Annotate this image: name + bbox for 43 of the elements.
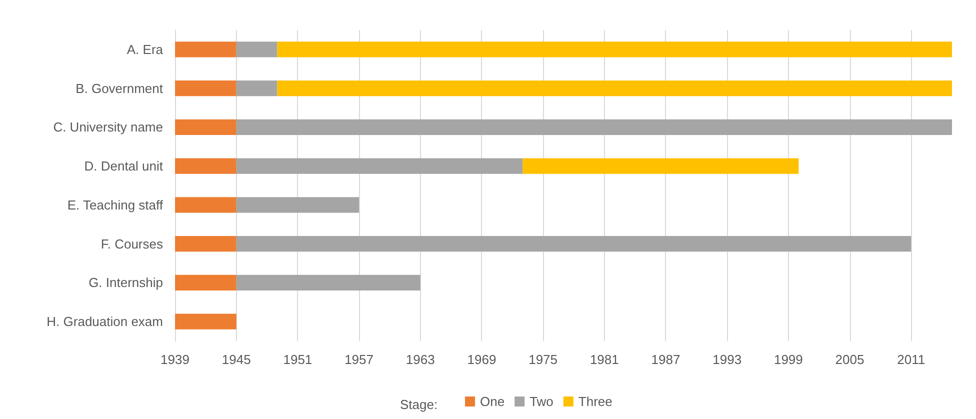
legend-label: Two: [530, 394, 554, 409]
y-tick-label: G. Internship: [88, 275, 163, 290]
bar: [175, 274, 236, 290]
bar: [236, 119, 952, 135]
bar: [175, 119, 236, 135]
y-tick-label: B. Government: [76, 80, 164, 96]
x-tick-label: 1945: [222, 352, 251, 367]
x-tick-label: 1963: [406, 352, 435, 367]
bar: [236, 274, 420, 290]
bar: [175, 158, 236, 174]
legend-title: Stage:: [400, 397, 438, 412]
bar: [175, 197, 236, 213]
x-tick-label: 1957: [344, 352, 374, 367]
legend-label: One: [480, 394, 505, 409]
bar: [175, 80, 236, 96]
bar: [236, 80, 278, 96]
y-tick-label: H. Graduation exam: [46, 314, 163, 330]
bar: [236, 197, 360, 213]
bar: [236, 158, 523, 174]
bar: [175, 236, 236, 252]
y-tick-label: D. Dental unit: [84, 158, 164, 174]
bar: [175, 314, 236, 330]
bar: [277, 42, 952, 58]
bar: [522, 158, 799, 174]
bar: [236, 236, 912, 252]
x-tick-label: 2005: [835, 352, 864, 367]
y-tick-label: A. Era: [126, 42, 164, 57]
bar: [175, 42, 236, 58]
bar: [236, 42, 278, 58]
x-tick-label: 1951: [283, 352, 312, 367]
x-tick-label: 1939: [160, 352, 190, 367]
y-tick-label: C. University name: [53, 120, 163, 135]
bar: [277, 80, 952, 96]
x-tick-label: 1987: [651, 352, 680, 367]
legend-label: Three: [578, 394, 612, 409]
x-tick-label: 1981: [590, 352, 619, 367]
y-tick-label: F. Courses: [100, 236, 164, 252]
x-tick-label: 2011: [897, 352, 926, 367]
x-tick-label: 1969: [467, 352, 496, 367]
x-tick-label: 1999: [774, 352, 803, 367]
y-tick-label: E. Teaching staff: [67, 197, 164, 212]
x-tick-label: 1975: [528, 352, 558, 367]
x-tick-label: 1993: [712, 352, 742, 367]
